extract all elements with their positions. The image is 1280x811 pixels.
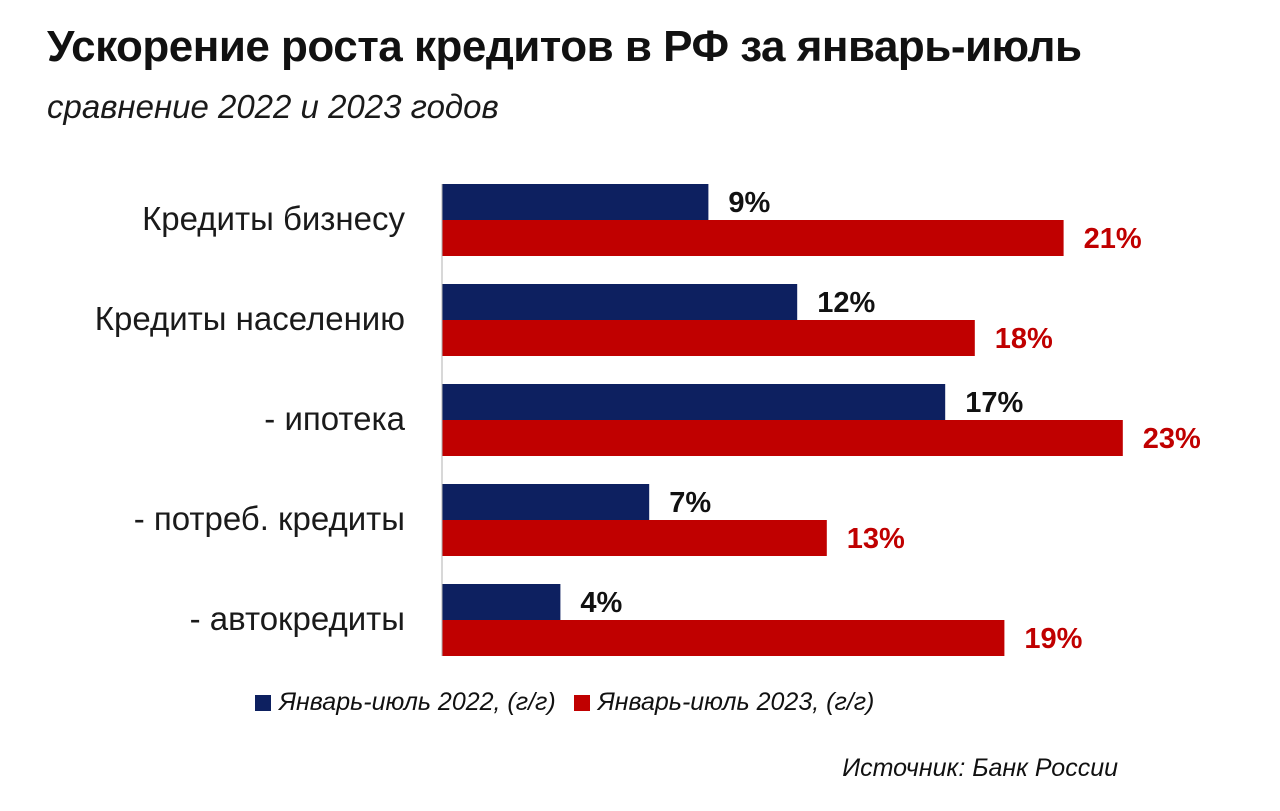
chart-title: Ускорение роста кредитов в РФ за январь-…: [47, 22, 1082, 71]
category-label: Кредиты населению: [95, 300, 405, 337]
category-label: Кредиты бизнесу: [142, 200, 405, 237]
data-label-2023: 18%: [995, 323, 1053, 355]
data-label-2022: 9%: [728, 187, 770, 219]
bar-2023: [442, 620, 1005, 656]
bar-2023: [442, 420, 1123, 456]
chart-subtitle: сравнение 2022 и 2023 годов: [47, 88, 499, 125]
bar-2022: [442, 184, 709, 220]
bar-2023: [442, 520, 827, 556]
category-label: - ипотека: [264, 400, 405, 437]
legend-item-2023: Январь-июль 2023, (г/г): [573, 688, 875, 717]
bar-2022: [442, 384, 946, 420]
bar-2022: [442, 584, 561, 620]
bar-2023: [442, 320, 975, 356]
bar-2022: [442, 484, 650, 520]
legend: Январь-июль 2022, (г/г) Январь-июль 2023…: [255, 688, 874, 717]
data-label-2023: 13%: [847, 523, 905, 555]
source-note: Источник: Банк России: [842, 754, 1118, 782]
bar-2023: [442, 220, 1064, 256]
legend-swatch-2023: [573, 694, 590, 711]
data-label-2022: 4%: [580, 587, 622, 619]
legend-label-2023: Январь-июль 2023, (г/г): [597, 688, 875, 716]
category-label: - потреб. кредиты: [134, 500, 405, 537]
data-label-2023: 19%: [1024, 623, 1082, 655]
data-label-2023: 21%: [1084, 223, 1142, 255]
bar-2022: [442, 284, 798, 320]
legend-swatch-2022: [255, 694, 271, 711]
legend-label-2022: Январь-июль 2022, (г/г): [279, 688, 556, 716]
data-label-2023: 23%: [1143, 423, 1201, 455]
category-label: - автокредиты: [190, 600, 405, 637]
data-label-2022: 17%: [965, 387, 1023, 419]
data-label-2022: 7%: [669, 487, 711, 519]
data-label-2022: 12%: [817, 287, 875, 319]
legend-item-2022: Январь-июль 2022, (г/г): [255, 688, 556, 717]
